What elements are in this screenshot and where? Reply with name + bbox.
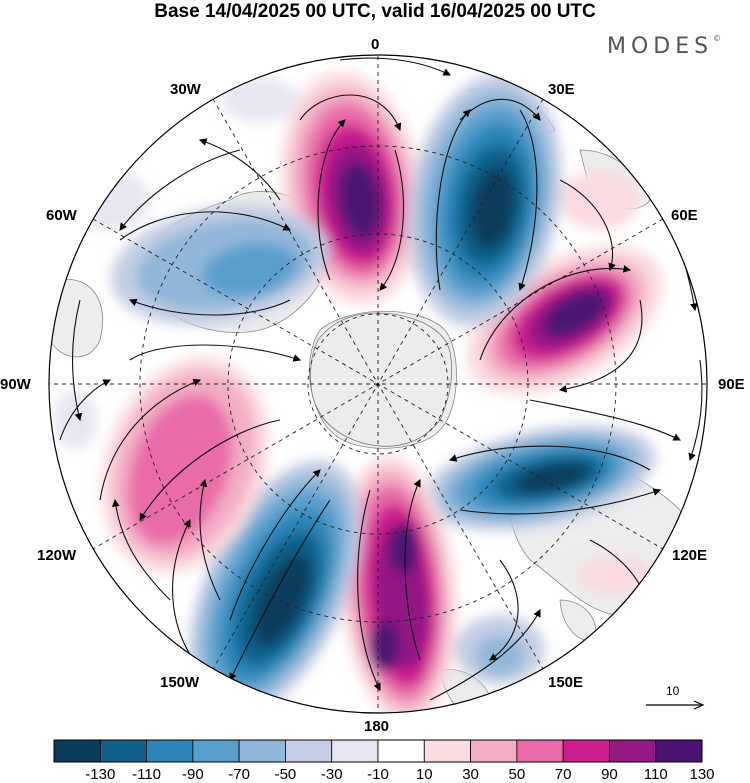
- colorbar-swatch: [53, 739, 101, 763]
- lon-label-30w: 30W: [170, 81, 201, 98]
- colorbar-swatch: [146, 739, 194, 763]
- colorbar-swatch: [238, 739, 286, 763]
- colorbar-swatch: [99, 739, 147, 763]
- colorbar-swatch: [655, 739, 703, 763]
- colorbar-tick-label: 30: [462, 766, 479, 783]
- colorbar-swatch: [470, 739, 518, 763]
- lon-label-60e: 60E: [671, 207, 698, 224]
- colorbar-swatch: [285, 739, 333, 763]
- colorbar-swatch: [192, 739, 240, 763]
- colorbar-tick-label: -10: [367, 766, 389, 783]
- colorbar-tick-label: -90: [182, 766, 204, 783]
- colorbar-tick-label: 50: [508, 766, 526, 783]
- pos-anomaly-s: [339, 455, 457, 713]
- colorbar-tick-label: -30: [320, 766, 343, 783]
- colorbar-tick-label: 90: [601, 766, 618, 783]
- lon-label-30e: 30E: [548, 81, 575, 98]
- graticule: [49, 55, 707, 713]
- reference-vector-label: 10: [666, 684, 680, 698]
- map-title: Base 14/04/2025 00 UTC, valid 16/04/2025…: [154, 1, 596, 22]
- colorbar-tick-label: -130: [85, 766, 116, 783]
- colorbar-swatch: [377, 739, 425, 763]
- neg-anomaly-nw: [111, 204, 329, 326]
- colorbar-tick-label: 110: [643, 766, 668, 783]
- colorbar-tick-label: 130: [689, 766, 715, 783]
- colorbar-tick-label: -50: [274, 766, 297, 783]
- lon-label-180: 180: [364, 718, 390, 735]
- colorbar-tick-label: -110: [132, 766, 162, 783]
- lon-label-120w: 120W: [37, 547, 77, 564]
- modes-logo: MODES©: [607, 34, 722, 59]
- colorbar-tick-label: 70: [554, 766, 572, 783]
- lon-label-150e: 150E: [548, 674, 584, 691]
- colorbar-swatch: [562, 739, 610, 763]
- colorbar-swatch: [516, 739, 564, 763]
- lon-label-90e: 90E: [718, 376, 745, 393]
- lon-label-60w: 60W: [46, 207, 77, 224]
- colorbar-tick-label: -70: [228, 766, 250, 783]
- neg-anomaly-sw: [188, 459, 362, 713]
- colorbar-swatch: [331, 739, 379, 763]
- lon-label-0: 0: [371, 36, 380, 53]
- lon-label-90w: 90W: [0, 376, 31, 393]
- lon-label-120e: 120E: [672, 547, 708, 564]
- polar-map: [48, 54, 708, 714]
- map-boundary: [48, 54, 708, 714]
- colorbar-swatch: [609, 739, 657, 763]
- colorbar-swatch: [423, 739, 471, 763]
- neg-anomaly-nne: [407, 73, 563, 327]
- colorbar-tick-label: 10: [415, 766, 433, 783]
- lon-label-150w: 150W: [160, 674, 200, 691]
